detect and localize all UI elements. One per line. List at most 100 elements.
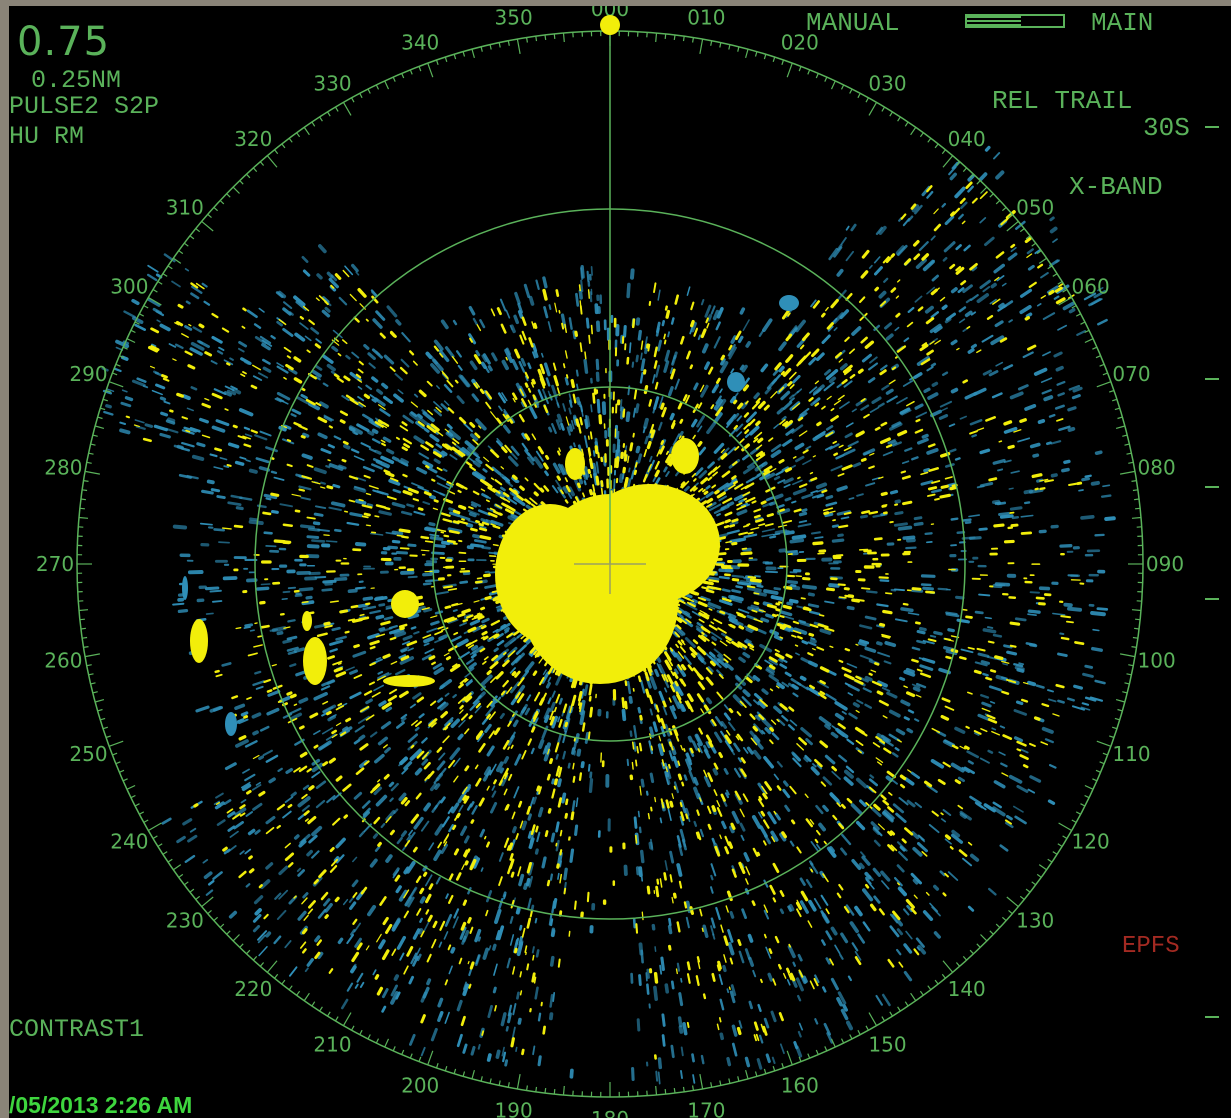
- weak-echo: [1017, 437, 1031, 443]
- weak-echo: [731, 620, 740, 626]
- weak-echo: [282, 590, 291, 594]
- strong-echo: [707, 470, 714, 476]
- weak-echo: [845, 765, 855, 774]
- weak-echo: [684, 807, 690, 817]
- weak-echo: [444, 346, 455, 358]
- strong-echo: [757, 437, 764, 444]
- weak-echo: [991, 392, 1003, 399]
- weak-echo: [1056, 380, 1066, 386]
- weak-echo: [168, 343, 177, 348]
- weak-echo: [146, 297, 161, 307]
- weak-echo: [205, 612, 214, 615]
- strong-echo: [731, 578, 740, 582]
- strong-echo: [717, 960, 722, 970]
- weak-echo: [315, 780, 327, 790]
- weak-echo: [576, 748, 582, 757]
- strong-echo: [293, 356, 302, 363]
- strong-echo: [308, 611, 315, 615]
- strong-echo: [865, 802, 873, 809]
- weak-echo: [729, 910, 735, 919]
- weak-echo: [637, 329, 642, 341]
- weak-echo: [161, 817, 172, 825]
- strong-echo: [740, 757, 746, 764]
- weak-echo: [834, 712, 845, 721]
- strong-echo: [533, 712, 539, 722]
- weak-echo: [1059, 632, 1065, 636]
- weak-echo: [153, 424, 169, 432]
- weak-echo: [864, 703, 872, 709]
- strong-echo: [834, 351, 843, 359]
- weak-echo: [407, 647, 414, 652]
- weak-echo: [318, 401, 329, 409]
- weak-echo: [432, 662, 443, 670]
- weak-echo: [367, 430, 375, 436]
- strong-echo: [760, 1023, 765, 1033]
- weak-echo: [320, 481, 326, 485]
- weak-echo: [363, 344, 370, 350]
- strong-echo: [701, 631, 705, 635]
- weak-echo: [403, 761, 413, 770]
- weak-echo: [721, 595, 727, 599]
- weak-echo: [893, 588, 905, 592]
- weak-echo: [479, 525, 487, 529]
- strong-echo: [435, 406, 442, 413]
- weak-echo: [971, 265, 978, 272]
- strong-echo: [697, 596, 702, 600]
- weak-echo: [578, 289, 583, 300]
- strong-echo: [710, 621, 715, 625]
- strong-echo: [884, 592, 893, 595]
- weak-echo: [772, 532, 781, 536]
- strong-echo: [714, 521, 725, 527]
- weak-echo: [1068, 308, 1076, 314]
- weak-echo: [190, 386, 198, 391]
- weak-echo: [951, 833, 964, 844]
- strong-echo: [1076, 481, 1083, 486]
- weak-echo: [691, 610, 701, 617]
- strong-echo: [359, 705, 370, 713]
- weak-echo: [285, 767, 294, 775]
- weak-echo: [842, 1004, 849, 1012]
- weak-echo: [337, 937, 344, 945]
- weak-echo: [556, 402, 560, 409]
- weak-echo: [298, 587, 314, 592]
- weak-echo: [809, 386, 818, 394]
- weak-echo: [294, 594, 303, 598]
- weak-echo: [281, 597, 288, 601]
- weak-echo: [1042, 351, 1051, 357]
- strong-echo: [737, 939, 742, 946]
- weak-echo: [740, 401, 748, 410]
- weak-echo: [1063, 459, 1071, 465]
- weak-echo: [982, 286, 991, 293]
- weak-echo: [472, 317, 478, 326]
- weak-echo: [504, 629, 510, 634]
- strong-echo: [986, 314, 994, 320]
- weak-echo: [660, 956, 665, 972]
- weak-echo: [440, 450, 448, 457]
- radar-ppi-display[interactable]: 000 0100200300400500600700800901001101201…: [9, 6, 1231, 1118]
- weak-echo: [184, 325, 193, 331]
- weak-echo: [798, 413, 804, 419]
- weak-echo: [203, 300, 211, 306]
- weak-echo: [245, 883, 251, 888]
- weak-echo: [353, 486, 367, 493]
- weak-echo: [518, 936, 523, 946]
- strong-echo: [713, 618, 723, 625]
- weak-echo: [527, 861, 534, 876]
- weak-echo: [770, 1010, 777, 1023]
- weak-echo: [977, 652, 990, 658]
- weak-echo: [529, 406, 538, 419]
- weak-echo: [657, 421, 663, 431]
- weak-echo: [967, 760, 974, 765]
- weak-echo: [990, 335, 1005, 346]
- weak-echo: [287, 619, 296, 623]
- weak-echo: [780, 390, 791, 401]
- weak-echo: [551, 423, 557, 434]
- weak-echo: [1014, 617, 1027, 622]
- weak-echo: [1047, 689, 1054, 693]
- weak-echo: [503, 893, 507, 900]
- weak-echo: [368, 362, 376, 369]
- weak-echo: [784, 671, 792, 677]
- strong-echo: [543, 485, 550, 492]
- weak-echo: [745, 411, 757, 423]
- strong-echo: [878, 699, 889, 707]
